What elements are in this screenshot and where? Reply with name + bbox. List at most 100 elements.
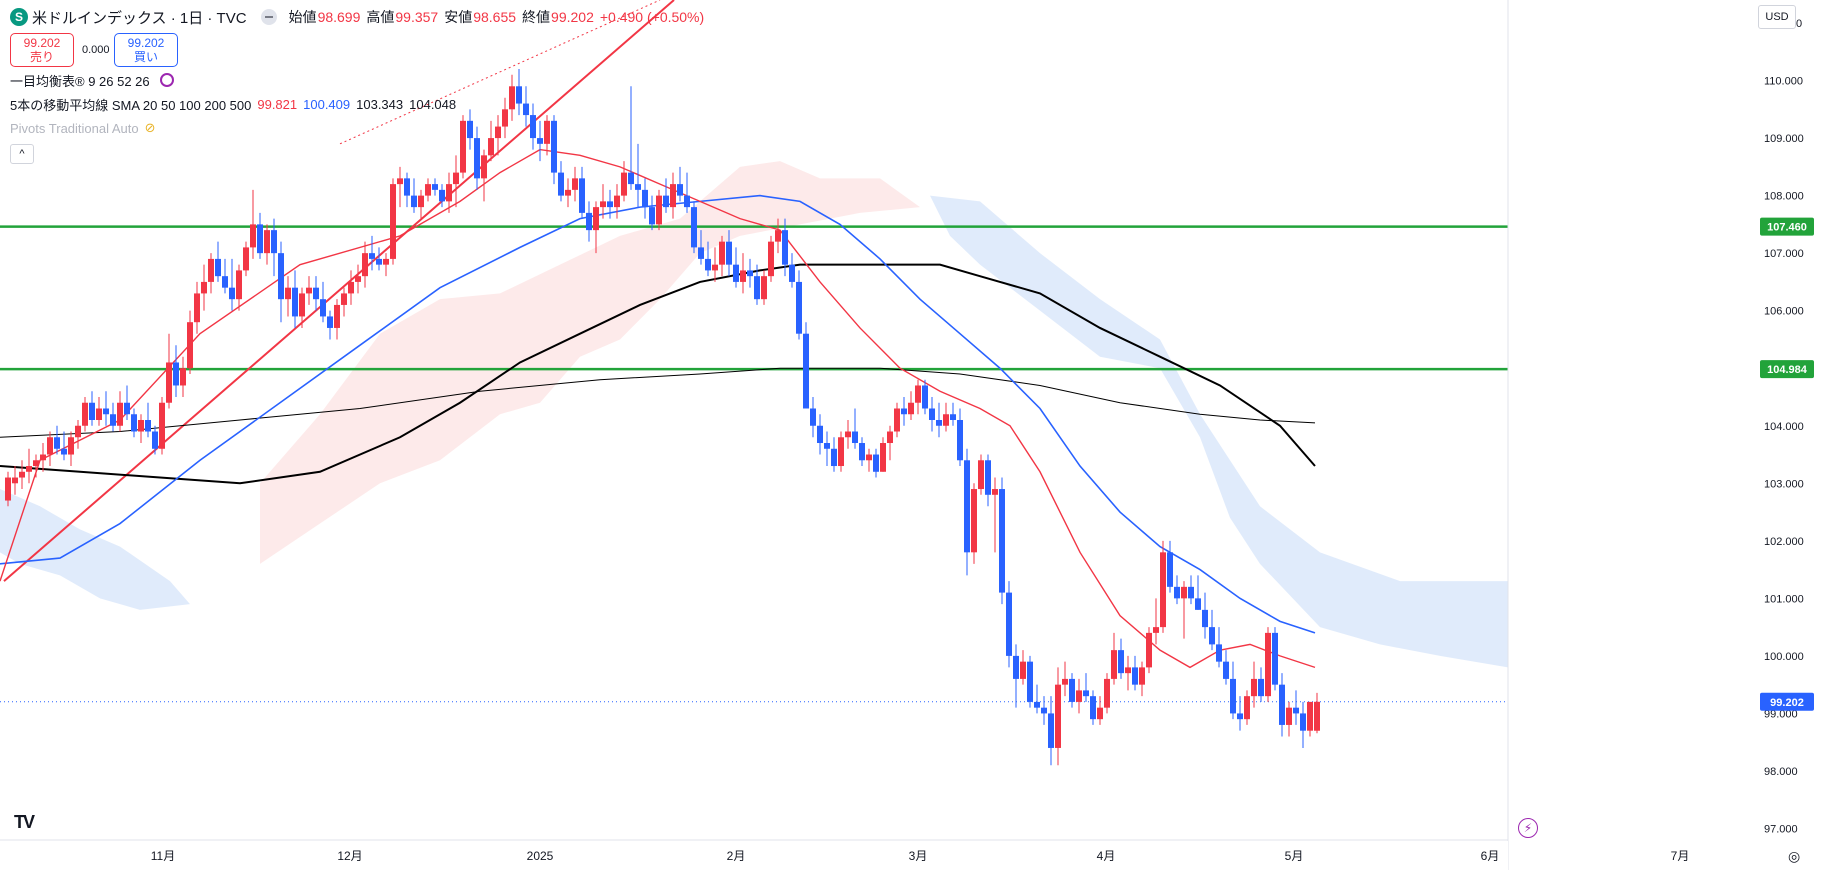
candle-body	[215, 258, 221, 277]
trendline-dotted	[339, 0, 661, 145]
candle-body	[439, 189, 445, 202]
candle-body	[320, 299, 326, 317]
y-tick-label: 99.000	[1764, 708, 1798, 720]
candle-body	[222, 276, 228, 288]
indicator-pivots[interactable]: Pivots Traditional Auto ⊘	[10, 116, 704, 140]
candle-body	[1244, 696, 1250, 720]
currency-selector[interactable]: USD	[1758, 5, 1796, 29]
y-tick-label: 107.000	[1764, 248, 1804, 260]
candle-body	[1097, 707, 1103, 720]
candle-body	[579, 178, 585, 213]
candle-body	[544, 120, 550, 144]
collapse-legend-button[interactable]: ^	[10, 144, 34, 164]
candle-body	[649, 207, 655, 225]
candle-body	[1055, 684, 1061, 748]
candle-body	[369, 253, 375, 259]
symbol-title[interactable]: 米ドルインデックス · 1日 · TVC	[32, 9, 247, 27]
candle-body	[194, 293, 200, 323]
tradingview-logo-icon[interactable]: TV	[14, 812, 35, 832]
buy-button[interactable]: 99.202 買い	[114, 33, 178, 67]
candle-body	[250, 224, 256, 248]
candle-body	[299, 293, 305, 317]
candle-body	[1153, 627, 1159, 633]
candle-body	[586, 212, 592, 231]
candle-body	[54, 437, 60, 449]
candle-body	[964, 460, 970, 553]
candle-body	[124, 402, 130, 415]
candle-body	[152, 431, 158, 449]
sell-button[interactable]: 99.202 売り	[10, 33, 74, 67]
candle-body	[75, 425, 81, 438]
candle-body	[607, 201, 613, 208]
candle-body	[516, 86, 522, 104]
low-label: 安値	[444, 9, 473, 25]
lightning-icon[interactable]: ⚡	[1518, 818, 1538, 838]
sma50-value: 100.409	[303, 96, 351, 112]
hide-legend-button[interactable]	[260, 9, 277, 25]
price-tag-upper: 107.460	[1767, 222, 1807, 234]
candle-body	[684, 195, 690, 208]
candle-body	[1125, 667, 1131, 674]
y-tick-label: 109.000	[1764, 133, 1804, 145]
x-tick-label: 11月	[151, 849, 175, 863]
candle-body	[411, 195, 417, 208]
candle-body	[103, 408, 109, 415]
candle-body	[1146, 632, 1152, 668]
candle-body	[593, 207, 599, 231]
eye-off-icon[interactable]: ⊘	[144, 120, 156, 135]
candle-body	[1083, 690, 1089, 697]
x-tick-label: 12月	[337, 849, 362, 863]
candle-body	[936, 420, 942, 426]
candle-body	[376, 258, 382, 265]
chart-legend: S 米ドルインデックス · 1日 · TVC 始値 98.699 高値 99.3…	[10, 6, 704, 164]
candle-body	[460, 120, 466, 173]
candle-body	[166, 362, 172, 403]
candle-body	[621, 172, 627, 196]
sync-icon[interactable]	[159, 73, 174, 87]
candle-body	[1188, 586, 1194, 599]
symbol-logo-icon: S	[10, 8, 28, 26]
indicator-ichimoku[interactable]: 一目均衡表® 9 26 52 26	[10, 68, 704, 92]
price-tag-last-bg	[1760, 692, 1814, 711]
indicator-sma[interactable]: 5本の移動平均線 SMA 20 50 100 200 500 99.821 10…	[10, 92, 704, 116]
candle-body	[523, 103, 529, 116]
candle-body	[614, 195, 620, 208]
candle-body	[992, 489, 998, 495]
candle-body	[341, 293, 347, 305]
settings-icon[interactable]: ◎	[1788, 848, 1801, 864]
candle-body	[418, 195, 424, 208]
candle-body	[1202, 609, 1208, 628]
candle-body	[1139, 667, 1145, 685]
x-tick-label: 7月	[1671, 849, 1690, 863]
high-value: 99.357	[395, 9, 439, 25]
candle-body	[26, 466, 32, 472]
candle-body	[705, 258, 711, 271]
candle-body	[1258, 678, 1264, 697]
candle-body	[509, 86, 515, 110]
candle-body	[1069, 678, 1075, 702]
trendline	[3, 0, 675, 582]
candle-body	[852, 431, 858, 444]
candle-body	[1216, 644, 1222, 662]
candle-body	[971, 489, 977, 553]
candle-body	[474, 138, 480, 179]
candle-body	[950, 414, 956, 420]
y-tick-label: 108.000	[1764, 191, 1804, 203]
candle-body	[789, 264, 795, 282]
candle-body	[327, 316, 333, 328]
candle-body	[978, 460, 984, 490]
candle-body	[292, 287, 298, 317]
candle-body	[243, 247, 249, 271]
candle-body	[1314, 701, 1320, 731]
sma100-line	[0, 263, 1316, 485]
candle-body	[1237, 713, 1243, 720]
candle-body	[999, 489, 1005, 593]
y-tick-label: 102.000	[1764, 536, 1804, 548]
cloud-bearish-early	[0, 489, 190, 610]
x-tick-label: 2月	[727, 849, 746, 863]
candle-body	[1272, 632, 1278, 685]
close-value: 99.202	[551, 9, 594, 25]
y-tick-label: 97.000	[1764, 823, 1798, 835]
buy-label: 買い	[133, 50, 158, 64]
